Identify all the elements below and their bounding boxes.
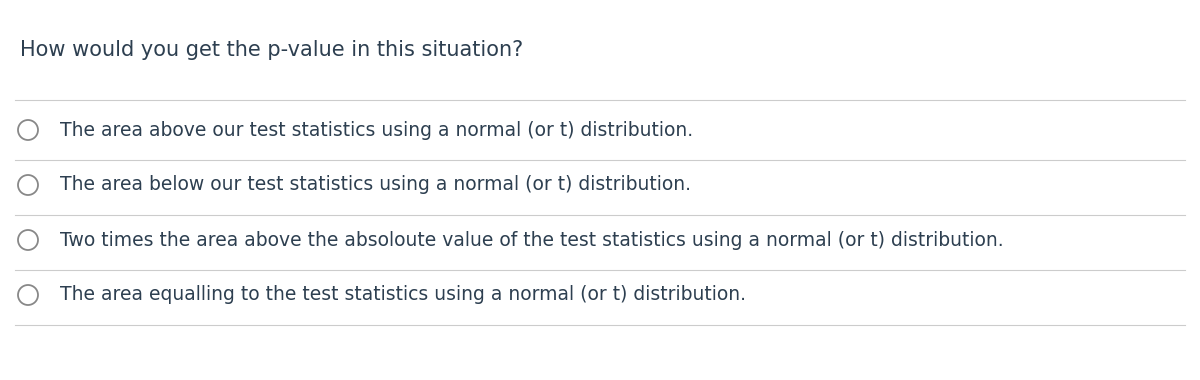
Text: The area above our test statistics using a normal (or t) distribution.: The area above our test statistics using… bbox=[60, 120, 694, 139]
Text: The area below our test statistics using a normal (or t) distribution.: The area below our test statistics using… bbox=[60, 176, 691, 195]
Text: How would you get the p-value in this situation?: How would you get the p-value in this si… bbox=[20, 40, 523, 60]
Text: The area equalling to the test statistics using a normal (or t) distribution.: The area equalling to the test statistic… bbox=[60, 285, 746, 304]
Text: Two times the area above the absoloute value of the test statistics using a norm: Two times the area above the absoloute v… bbox=[60, 231, 1003, 250]
